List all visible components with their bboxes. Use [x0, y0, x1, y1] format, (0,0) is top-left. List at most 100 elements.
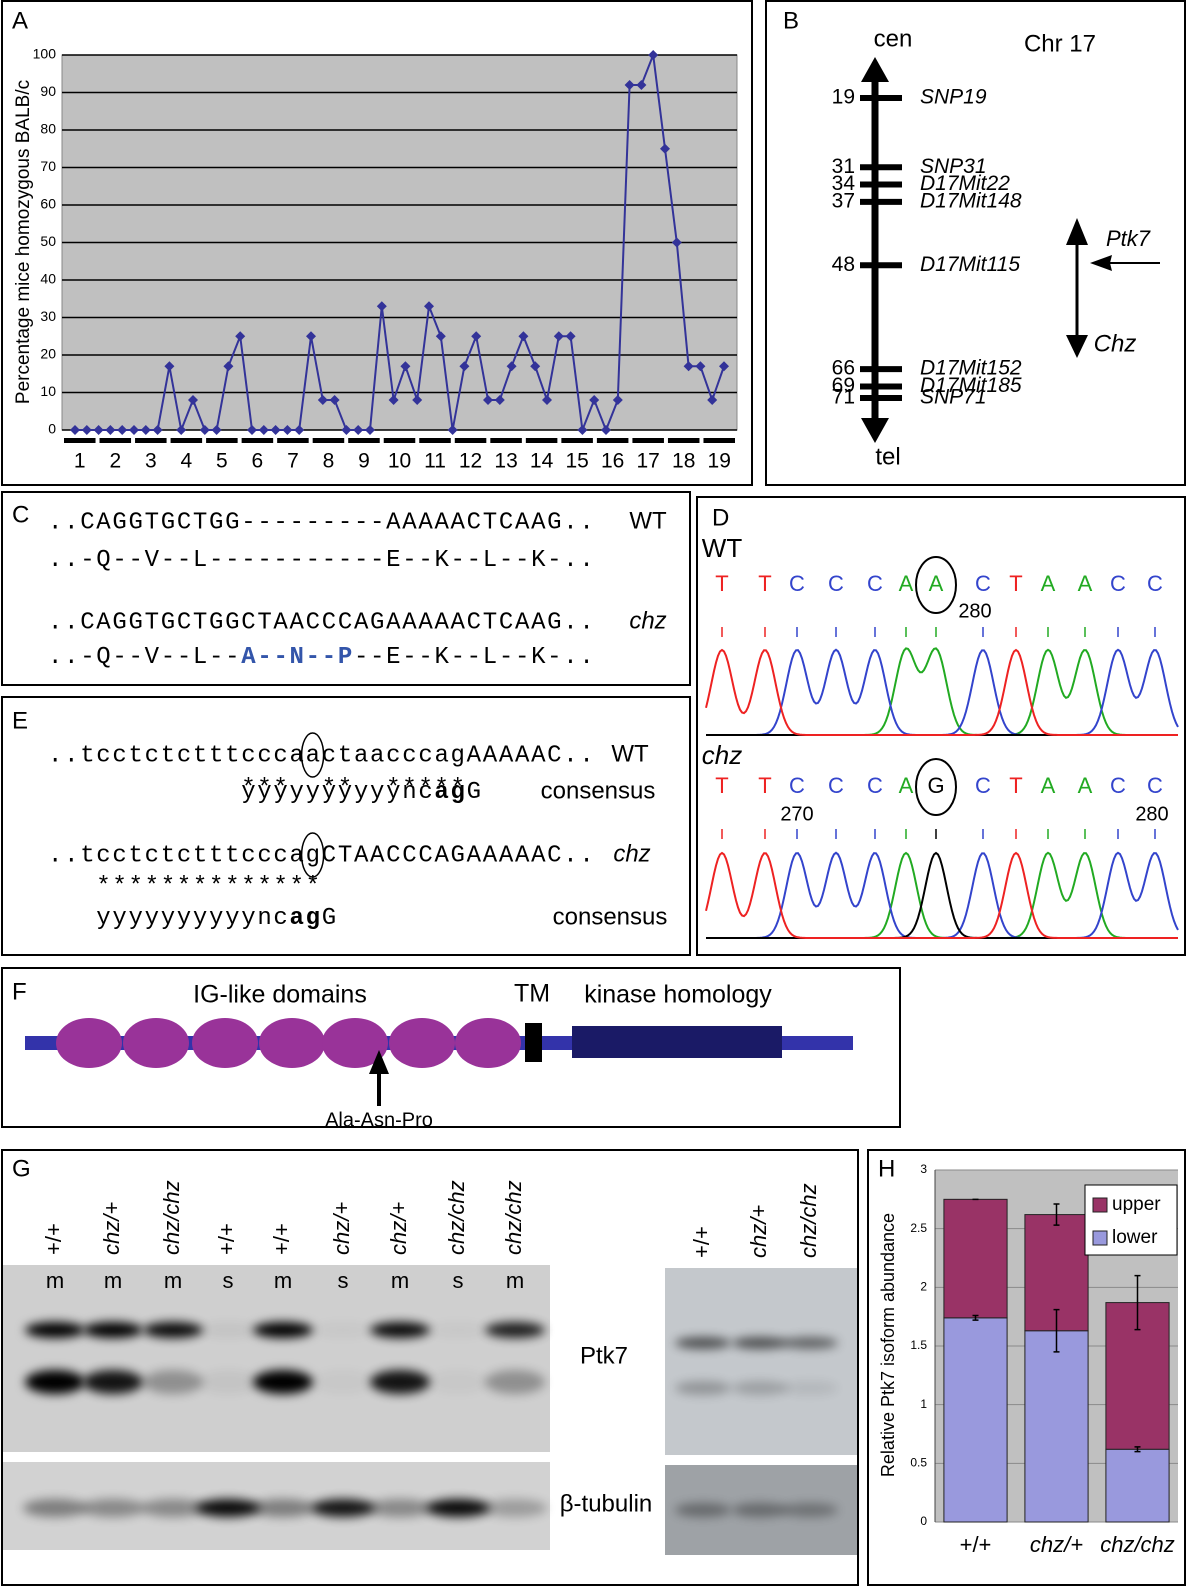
band [198, 1370, 258, 1394]
data-point [471, 331, 482, 342]
panel-frame [765, 0, 1186, 486]
base-call: C [975, 773, 991, 798]
ig-domain [455, 1018, 521, 1068]
fraction-label: s [338, 1268, 349, 1293]
error-bar [1134, 1274, 1141, 1331]
data-point [400, 361, 411, 372]
chromosome-bar [596, 438, 629, 443]
ig-domain [123, 1018, 189, 1068]
fraction-label: m [391, 1268, 409, 1293]
chromosome-label: 11 [424, 450, 446, 473]
ig-domain [322, 1018, 388, 1068]
band [368, 1499, 432, 1517]
chromosome-label: 19 [708, 450, 731, 473]
data-point [719, 361, 729, 372]
genotype-label: chz [629, 607, 666, 634]
y-tick-label: 2.5 [910, 1221, 927, 1235]
data-point [117, 425, 128, 435]
ig-domain [389, 1018, 455, 1068]
lane-label: +/+ [214, 1223, 239, 1255]
genotype-label: chz [613, 840, 650, 867]
data-point [199, 425, 210, 435]
chromosome-bar [525, 438, 558, 443]
lane-label: chz/+ [99, 1202, 124, 1255]
panel-frame [1, 696, 691, 956]
data-point [93, 425, 104, 435]
data-point [530, 361, 541, 372]
lane-label: chz/chz [796, 1183, 821, 1258]
band [675, 1337, 731, 1349]
data-point [329, 395, 340, 405]
arrow-head [1066, 218, 1088, 245]
data-point [376, 301, 387, 312]
data-point [306, 331, 316, 342]
legend-swatch [1092, 1197, 1108, 1213]
data-point [282, 425, 293, 435]
band [251, 1499, 315, 1517]
y-tick-label: 80 [40, 121, 56, 137]
base-call: A [1078, 773, 1093, 798]
band [675, 1503, 731, 1517]
data-point [707, 395, 718, 405]
y-axis-label: Relative Ptk7 isoform abundance [878, 1213, 898, 1477]
base-call: T [1009, 773, 1022, 798]
data-point [270, 425, 281, 435]
data-point [565, 331, 576, 342]
arrow-head [369, 1050, 389, 1074]
panel-label: A [12, 7, 28, 34]
ig-label: IG-like domains [193, 981, 367, 1009]
band [141, 1499, 205, 1517]
data-point [412, 395, 423, 405]
chromosome-label: 15 [565, 450, 588, 473]
data-point [542, 395, 552, 405]
inserted-residues: A--N--P [241, 644, 354, 671]
ig-domain [259, 1018, 325, 1068]
chromosome-label: 4 [180, 450, 192, 473]
legend-label: upper [1112, 1194, 1161, 1215]
fraction-label: m [164, 1268, 182, 1293]
band [25, 1370, 85, 1394]
band [428, 1322, 488, 1338]
bar-segment [1024, 1330, 1089, 1523]
protein-sequence: ..-Q--V--L--A--N--P--E--K--L--K-.. [48, 644, 596, 671]
mutation-circle [300, 732, 325, 778]
chromosome-label: 1 [74, 450, 86, 473]
data-point [70, 425, 80, 435]
data-point [636, 80, 647, 90]
band [782, 1381, 838, 1395]
chromosome-label: 16 [601, 450, 624, 473]
telomere-label: tel [875, 443, 900, 470]
data-point [211, 425, 222, 435]
y-tick-label: 0 [920, 1514, 927, 1528]
ig-domain [56, 1018, 122, 1068]
y-tick-label: 10 [40, 383, 56, 399]
band [253, 1322, 313, 1338]
band [198, 1322, 258, 1338]
fraction-label: s [223, 1268, 234, 1293]
panel-label: C [12, 501, 29, 528]
band [143, 1322, 203, 1338]
match-stars: ************** [96, 873, 321, 900]
blot [665, 1268, 857, 1455]
dna-sequence: ..CAGGTGCTGGCTAACCCAGAAAAACTCAAG.. [48, 609, 595, 636]
chromosome-label: 8 [323, 450, 335, 473]
marker-position: 69 [832, 374, 855, 397]
y-tick-label: 20 [40, 346, 56, 362]
chromosome-label: 2 [109, 450, 121, 473]
band [143, 1370, 203, 1394]
chromosome-bar [419, 438, 451, 443]
marker-position: 71 [832, 386, 855, 409]
fraction-label: m [274, 1268, 292, 1293]
y-tick-label: 1.5 [910, 1338, 927, 1352]
lane-label: +/+ [269, 1223, 294, 1255]
base-call: A [1078, 571, 1093, 596]
y-tick-label: 100 [33, 46, 57, 62]
chromosome-bar [206, 438, 238, 443]
mutation-circle [300, 832, 325, 878]
y-tick-label: 30 [40, 308, 56, 324]
base-number: 270 [780, 803, 813, 825]
data-point [317, 395, 328, 405]
band [370, 1322, 430, 1338]
